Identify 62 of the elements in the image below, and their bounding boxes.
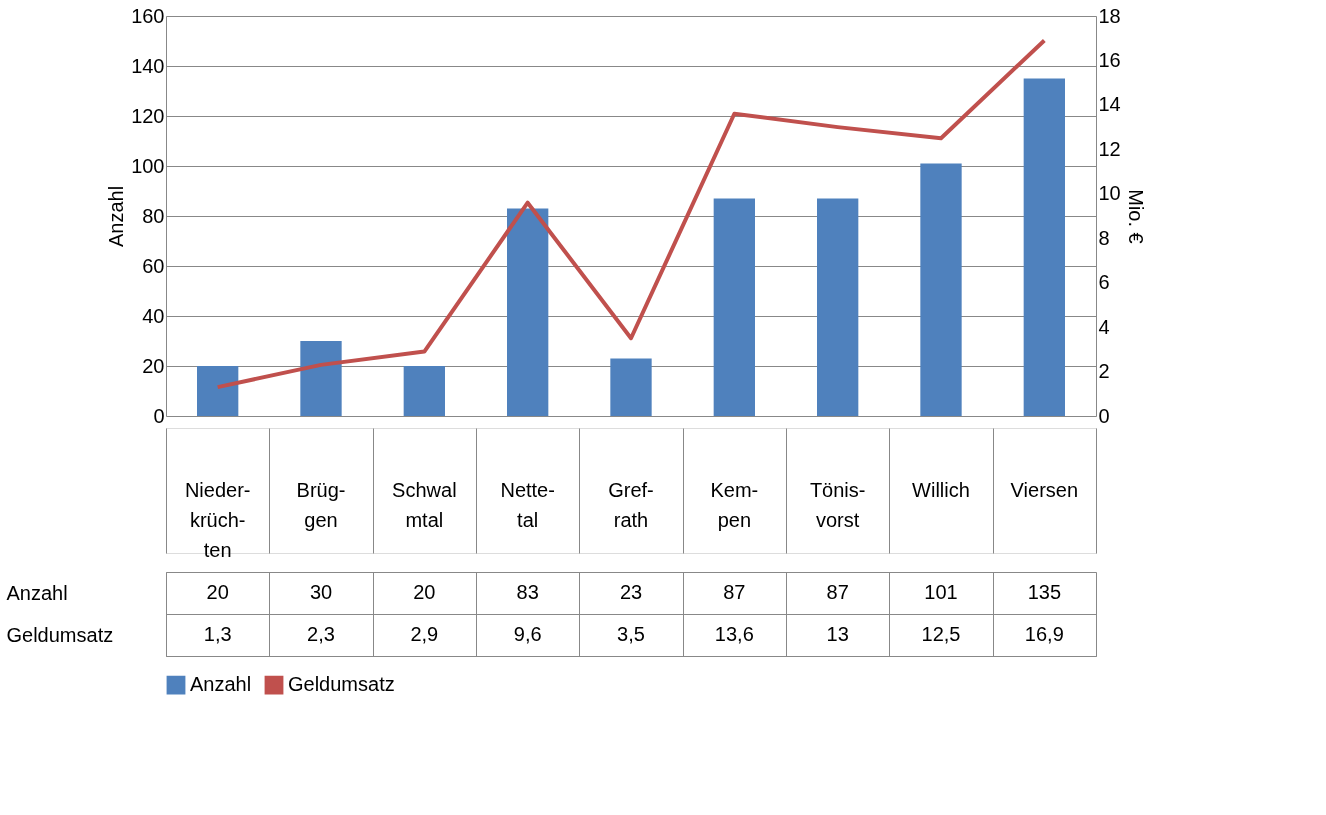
y-axis-title: Anzahl (105, 185, 128, 248)
y2-tick-label: 10 (1098, 182, 1121, 205)
y-tick-label: 0 (153, 404, 165, 427)
y-tick-label: 140 (131, 54, 165, 77)
bar (817, 198, 859, 416)
y2-tick-label: 6 (1098, 271, 1110, 294)
y2-tick-label: 0 (1098, 404, 1110, 427)
bar (610, 358, 652, 416)
y-tick-label: 60 (142, 254, 165, 277)
y2-tick-label: 8 (1098, 226, 1110, 249)
data-label: 1,3 (203, 623, 232, 645)
legend-label: Geldumsatz (288, 673, 395, 696)
y2-tick-label: 16 (1098, 48, 1121, 71)
y2-tick-label: 18 (1098, 4, 1121, 27)
text: Anzahl (6, 581, 68, 604)
data-label: 20 (206, 581, 229, 603)
bar (713, 198, 755, 416)
x-tick-label: Nette- tal (500, 478, 555, 531)
x-tick-label: Gref- rath (608, 478, 654, 531)
y-tick-label: 40 (142, 304, 165, 327)
data-label: 16,9 (1024, 623, 1064, 645)
data-label: 135 (1027, 581, 1062, 603)
data-label: 3,5 (617, 623, 645, 645)
bar (507, 208, 549, 416)
bar (1023, 78, 1065, 416)
y-tick-label: 160 (131, 4, 165, 27)
y2-axis-title: Mio. € (1124, 189, 1147, 244)
data-label: 2,3 (307, 623, 335, 645)
text: Geldumsatz (6, 623, 114, 646)
bar (300, 341, 342, 416)
x-tick-label: Nieder- krüch- ten (184, 478, 251, 561)
x-tick-label: Kem- pen (710, 478, 759, 531)
data-label: 101 (924, 581, 958, 603)
data-label: 12,5 (921, 623, 961, 645)
y-tick-label: 80 (142, 204, 165, 227)
x-tick-label: Viersen (1010, 478, 1079, 501)
x-tick-label: Tönis- vorst (809, 478, 866, 531)
legend-label: Anzahl (190, 673, 252, 696)
data-label: 83 (516, 581, 539, 603)
data-label: 30 (309, 581, 333, 603)
data-label: 13 (826, 623, 849, 645)
data-label: 9,6 (513, 623, 542, 645)
data-label: 87 (723, 581, 746, 603)
data-label: 20 (413, 581, 436, 603)
line-series (215, 38, 1047, 390)
x-tick-label: Brüg- gen (296, 478, 346, 531)
data-label: 13,6 (714, 623, 754, 645)
y-tick-label: 120 (131, 104, 165, 127)
y2-tick-label: 2 (1098, 360, 1110, 383)
bar (920, 163, 962, 416)
data-label: 2,9 (410, 623, 439, 645)
y2-tick-label: 12 (1098, 137, 1121, 160)
bar (197, 366, 239, 416)
x-tick-label: Schwal mtal (392, 478, 457, 531)
y-tick-label: 100 (131, 154, 165, 177)
data-label: 87 (826, 581, 849, 603)
x-tick-label: Willich (912, 478, 970, 501)
data-label: 23 (619, 581, 643, 603)
y-tick-label: 20 (142, 354, 165, 377)
y2-tick-label: 14 (1098, 93, 1121, 116)
bar (403, 366, 445, 416)
y2-tick-label: 4 (1098, 315, 1110, 338)
